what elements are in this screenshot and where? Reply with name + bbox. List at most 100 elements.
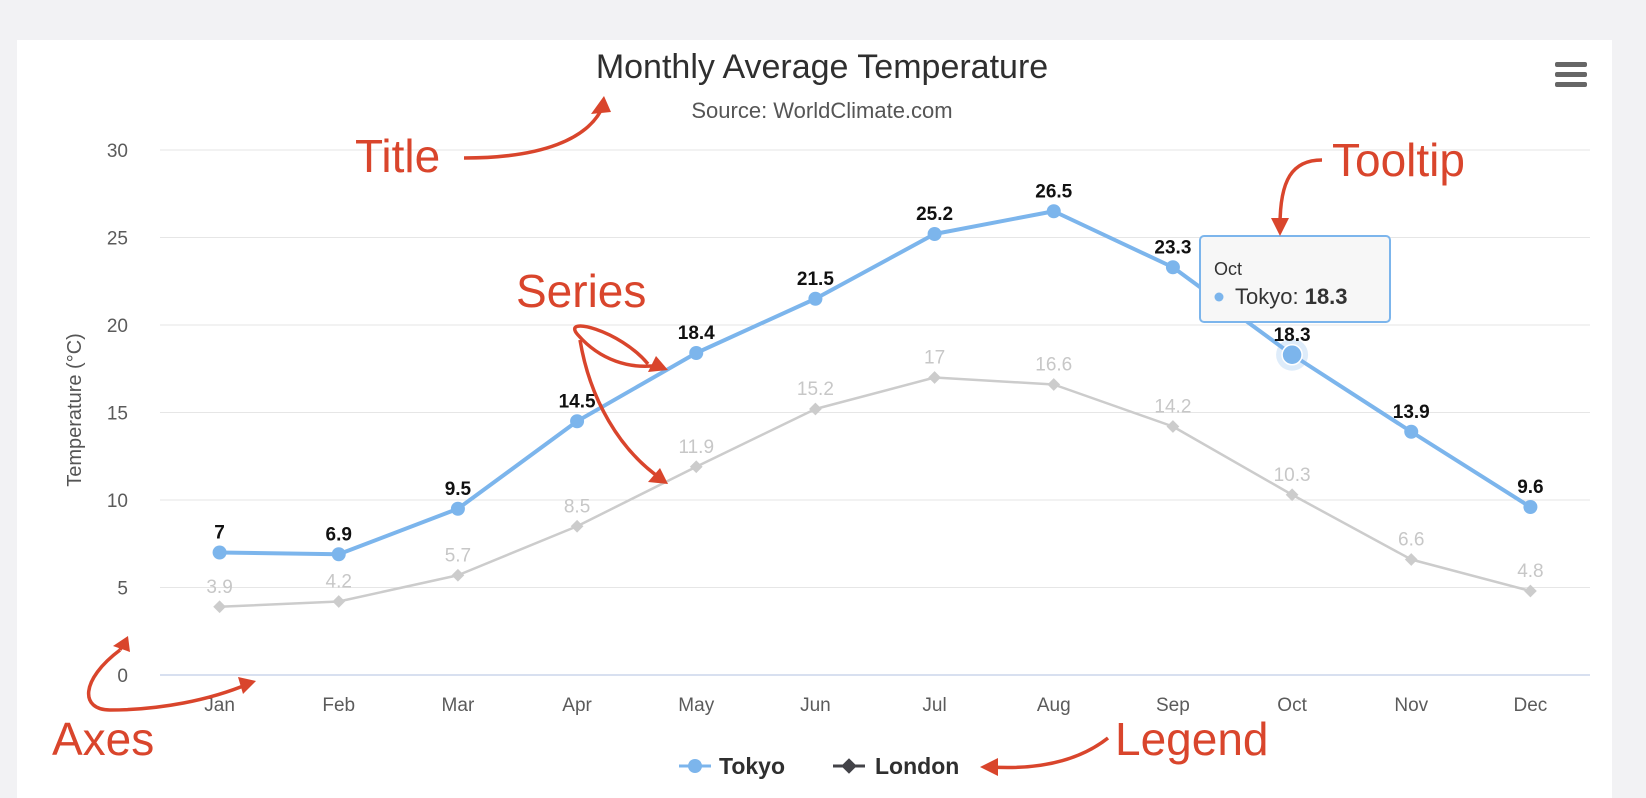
- y-tick-label: 15: [107, 404, 128, 425]
- legend-item-tokyo[interactable]: Tokyo: [679, 753, 785, 779]
- annotation-series-arrowhead-upper: [648, 356, 668, 372]
- annotation-legend-arrow: [989, 736, 1110, 770]
- data-label-tokyo-jul: 25.2: [916, 204, 953, 225]
- hamburger-menu-icon[interactable]: [1553, 60, 1589, 90]
- point-tokyo-may[interactable]: [689, 346, 704, 360]
- annotation-legend: Legend: [1115, 713, 1269, 765]
- legend-label-london: London: [875, 753, 959, 779]
- data-label-london-nov: 6.6: [1398, 530, 1424, 551]
- y-tick-label: 20: [107, 316, 128, 337]
- x-tick-label-jun: Jun: [800, 695, 831, 716]
- point-tokyo-nov[interactable]: [1404, 424, 1419, 439]
- annotation-tooltip: Tooltip: [1332, 134, 1465, 186]
- point-tokyo-jan[interactable]: [212, 545, 227, 560]
- point-tokyo-jul[interactable]: [927, 227, 942, 241]
- tooltip-category: Oct: [1214, 259, 1242, 279]
- x-tick-label-feb: Feb: [322, 695, 355, 716]
- point-london-apr[interactable]: [570, 519, 584, 533]
- point-london-mar[interactable]: [451, 568, 465, 582]
- data-label-london-sep: 14.2: [1154, 397, 1191, 418]
- data-label-london-may: 11.9: [678, 437, 714, 458]
- legend-item-london[interactable]: London: [833, 753, 959, 779]
- y-axis: 0 5 10 15 20 25 30: [107, 141, 128, 687]
- point-tokyo-feb[interactable]: [331, 547, 346, 562]
- point-london-jan[interactable]: [213, 600, 226, 614]
- x-tick-label-dec: Dec: [1514, 695, 1548, 716]
- annotation-axes-arrow-x: [86, 648, 249, 712]
- legend: Tokyo London: [679, 753, 959, 779]
- point-tokyo-aug[interactable]: [1046, 204, 1061, 219]
- data-label-tokyo-jun: 21.5: [797, 269, 834, 290]
- y-tick-label: 0: [117, 666, 128, 687]
- data-label-tokyo-apr: 14.5: [559, 391, 596, 412]
- point-london-sep[interactable]: [1166, 420, 1180, 433]
- legend-label-tokyo: Tokyo: [719, 753, 785, 779]
- x-tick-label-jul: Jul: [922, 695, 946, 716]
- annotation-title-arrow: [463, 103, 606, 160]
- point-london-dec[interactable]: [1524, 584, 1537, 598]
- x-tick-label-apr: Apr: [562, 695, 592, 716]
- data-label-london-apr: 8.5: [564, 496, 590, 517]
- chart-card: [17, 40, 1612, 798]
- data-label-london-aug: 16.6: [1035, 355, 1072, 376]
- x-tick-label-aug: Aug: [1037, 695, 1071, 716]
- data-label-tokyo-nov: 13.9: [1393, 402, 1430, 423]
- data-label-london-mar: 5.7: [445, 545, 471, 566]
- x-tick-label-mar: Mar: [442, 695, 475, 716]
- data-label-london-jul: 17: [924, 348, 945, 369]
- data-label-london-dec: 4.8: [1517, 561, 1543, 582]
- data-label-tokyo-jan: 7: [214, 523, 225, 544]
- data-label-london-jan: 3.9: [206, 577, 232, 598]
- chart-subtitle: Source: WorldClimate.com: [691, 98, 952, 123]
- tooltip-box: [1199, 235, 1391, 323]
- annotation-series: Series: [516, 265, 646, 317]
- annotation-axes-arrowhead-y: [113, 636, 130, 652]
- point-london-may[interactable]: [689, 460, 703, 474]
- point-london-feb[interactable]: [332, 595, 346, 608]
- point-tokyo-sep[interactable]: [1165, 260, 1180, 275]
- x-tick-label-may: May: [678, 695, 714, 716]
- series-line-tokyo[interactable]: [219, 209, 1532, 557]
- point-london-jul[interactable]: [928, 371, 941, 384]
- chart-title: Monthly Average Temperature: [596, 48, 1048, 86]
- annotation-series-arrow-lower: [578, 339, 662, 480]
- y-tick-label: 10: [107, 491, 128, 512]
- data-label-tokyo-feb: 6.9: [326, 524, 352, 545]
- data-label-tokyo-oct: 18.3: [1274, 325, 1311, 346]
- y-tick-label: 5: [117, 579, 128, 600]
- point-london-aug[interactable]: [1047, 378, 1061, 391]
- data-label-tokyo-dec: 9.6: [1517, 477, 1543, 498]
- data-labels: 3.9 4.2 5.7 8.5 11.9 15.2 17 16.6 14.2 10.3 6.6 4.8…: [206, 181, 1543, 598]
- point-tokyo-dec[interactable]: [1523, 500, 1538, 514]
- data-label-tokyo-may: 18.4: [678, 323, 715, 344]
- x-tick-label-jan: Jan: [204, 695, 235, 716]
- y-tick-label: 25: [107, 229, 128, 250]
- annotation-legend-arrowhead: [980, 758, 998, 776]
- data-label-tokyo-sep: 23.3: [1154, 237, 1191, 258]
- tooltip-marker: [1214, 292, 1224, 302]
- x-tick-label-nov: Nov: [1394, 695, 1428, 716]
- y-tick-label: 30: [107, 141, 128, 162]
- tooltip-line: Tokyo: 18.3: [1235, 284, 1348, 309]
- annotation-axes: Axes: [52, 713, 154, 765]
- point-tokyo-jun[interactable]: [808, 291, 823, 306]
- x-tick-label-oct: Oct: [1277, 695, 1307, 716]
- legend-marker-london: [841, 758, 857, 774]
- annotation-title-arrowhead: [591, 96, 611, 114]
- data-label-tokyo-aug: 26.5: [1035, 181, 1072, 202]
- data-label-london-feb: 4.2: [326, 572, 352, 593]
- hover-point[interactable]: [1281, 344, 1303, 366]
- data-label-london-oct: 10.3: [1274, 465, 1311, 486]
- point-london-jun[interactable]: [809, 402, 822, 416]
- series-line-london[interactable]: [219, 376, 1531, 608]
- point-london-nov[interactable]: [1404, 553, 1418, 566]
- data-label-london-jun: 15.2: [797, 379, 834, 400]
- point-tokyo-mar[interactable]: [450, 501, 465, 516]
- data-label-tokyo-mar: 9.5: [445, 479, 472, 500]
- point-london-oct[interactable]: [1285, 488, 1299, 502]
- tooltip-value: 18.3: [1305, 284, 1348, 309]
- point-tokyo-apr[interactable]: [570, 414, 585, 429]
- legend-marker-tokyo: [688, 759, 702, 773]
